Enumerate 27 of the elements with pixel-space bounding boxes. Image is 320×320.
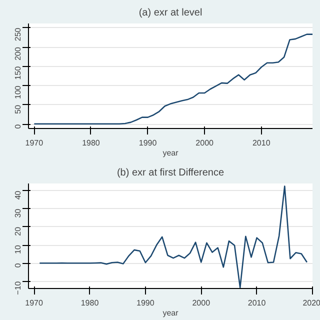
x-tick-label: 2000 (196, 138, 214, 148)
x-tick-label: 2000 (192, 298, 211, 308)
y-tick-label: 0 (14, 262, 22, 268)
x-axis-title: year (162, 148, 179, 158)
y-tick-label: 20 (14, 226, 22, 236)
x-tick-label: 1990 (136, 298, 155, 308)
y-tick-label: 100 (14, 85, 22, 99)
y-tick-label: −10 (14, 280, 22, 295)
x-tick-label: 1990 (138, 138, 158, 148)
y-tick-label: 0 (14, 124, 22, 129)
chart-title: (a) exr at level (138, 8, 202, 18)
y-tick-label: 40 (14, 190, 22, 200)
y-tick-label: 250 (14, 27, 22, 42)
y-tick-label: 150 (14, 66, 22, 80)
x-tick-label: 1970 (25, 298, 44, 308)
x-axis-title: year (162, 308, 179, 318)
y-tick-label: 10 (14, 244, 22, 254)
x-tick-label: 2020 (302, 298, 320, 308)
x-tick-label: 2010 (248, 298, 266, 308)
y-tick-label: 50 (14, 104, 22, 114)
y-tick-label: 200 (14, 46, 22, 60)
chart-title: (b) exr at first Difference (116, 168, 224, 178)
x-tick-label: 1970 (25, 138, 44, 148)
x-tick-label: 2010 (252, 138, 271, 148)
x-tick-label: 1980 (80, 298, 100, 308)
y-tick-label: 30 (14, 208, 22, 218)
x-tick-label: 1980 (82, 138, 100, 148)
